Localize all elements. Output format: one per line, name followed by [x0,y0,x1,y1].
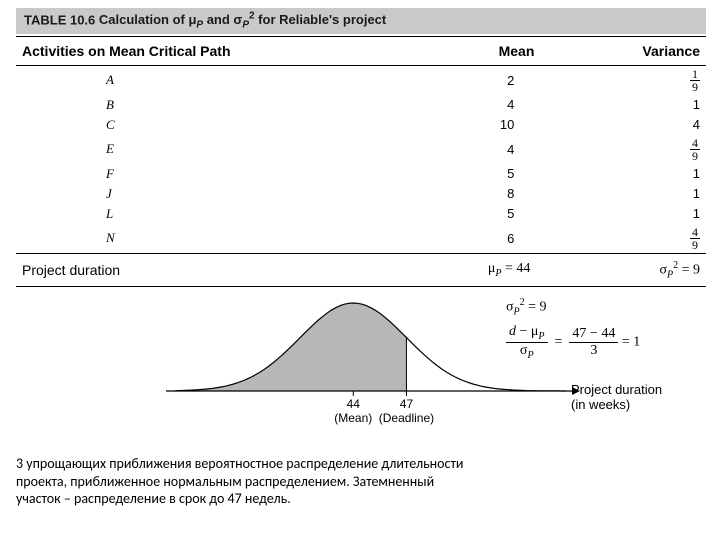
cell-variance: 1 [540,164,706,184]
cell-mean: 4 [375,135,541,164]
footer-mean: μP = 44 [375,253,541,286]
col-mean: Mean [375,36,541,65]
critical-path-table: Activities on Mean Critical Path Mean Va… [16,36,706,287]
cell-variance: 49 [540,224,706,254]
table-row: J81 [16,184,706,204]
table-row: B41 [16,95,706,115]
cell-activity: N [16,224,375,254]
cell-variance: 1 [540,204,706,224]
tick-47-label: 47 (Deadline) [376,397,436,425]
eq-sigma: σP2 = 9 [506,297,640,317]
footer-variance: σP2 = 9 [540,253,706,286]
cell-activity: E [16,135,375,164]
cell-activity: F [16,164,375,184]
table-row: F51 [16,164,706,184]
axis-label: Project duration (in weeks) [571,383,662,413]
table-row: L51 [16,204,706,224]
cell-activity: B [16,95,375,115]
cell-mean: 8 [375,184,541,204]
col-variance: Variance [540,36,706,65]
cell-variance: 49 [540,135,706,164]
normal-distribution-diagram: σP2 = 9 d − μP σP = 47 − 44 3 = 1 Projec… [16,291,706,451]
cell-mean: 4 [375,95,541,115]
cell-mean: 5 [375,204,541,224]
cell-mean: 2 [375,65,541,95]
cell-variance: 1 [540,95,706,115]
cell-activity: A [16,65,375,95]
col-activities: Activities on Mean Critical Path [16,36,375,65]
caption-rest: Calculation of μP and σP2 for Reliable's… [99,12,386,27]
table-caption: TABLE 10.6 Calculation of μP and σP2 for… [16,8,706,34]
table-row: C104 [16,115,706,135]
russian-caption: 3 упрощающих приближения вероятностное р… [16,451,706,508]
cell-variance: 1 [540,184,706,204]
cell-mean: 5 [375,164,541,184]
footer-label: Project duration [16,253,375,286]
cell-activity: C [16,115,375,135]
cell-mean: 10 [375,115,541,135]
caption-prefix: TABLE 10.6 [24,12,95,27]
cell-activity: J [16,184,375,204]
cell-mean: 6 [375,224,541,254]
cell-activity: L [16,204,375,224]
cell-variance: 19 [540,65,706,95]
table-row: A219 [16,65,706,95]
tick-44-label: 44 (Mean) [331,397,375,425]
table-row: E449 [16,135,706,164]
equations-block: σP2 = 9 d − μP σP = 47 − 44 3 = 1 [506,297,640,360]
eq-zscore: d − μP σP = 47 − 44 3 = 1 [506,324,640,361]
table-row: N649 [16,224,706,254]
table-footer-row: Project duration μP = 44 σP2 = 9 [16,253,706,286]
cell-variance: 4 [540,115,706,135]
table-header-row: Activities on Mean Critical Path Mean Va… [16,36,706,65]
